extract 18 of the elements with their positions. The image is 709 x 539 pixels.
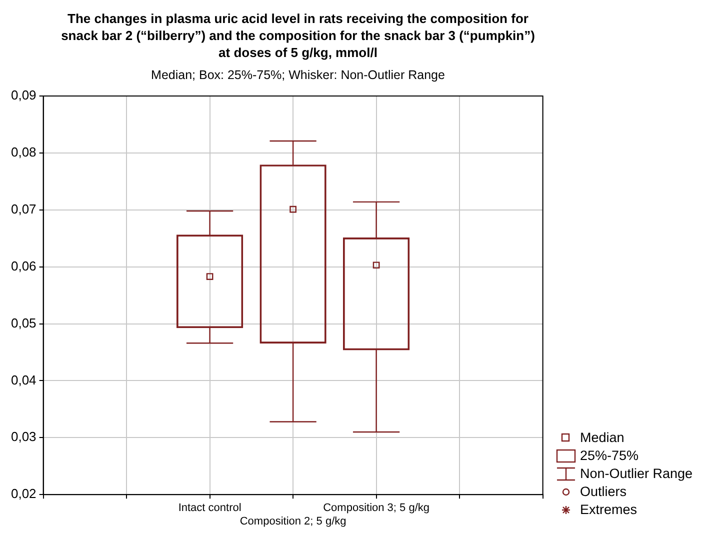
text: 25%-75% <box>580 448 639 463</box>
y-tick-label: 0,07 <box>10 201 36 216</box>
y-tick-label: 0,08 <box>10 144 36 160</box>
y-tick-label: 0,04 <box>10 372 36 388</box>
x-tick-label: Composition 2; 5 g/kg <box>240 515 346 528</box>
y-tick-label: 0,09 <box>10 88 36 103</box>
text: Extremes <box>580 502 638 517</box>
text: Outliers <box>580 484 627 499</box>
chart-subtitle: Median; Box: 25%-75%; Whisker: Non-Outlier Range <box>150 68 446 82</box>
y-tick-label: 0,05 <box>10 315 36 330</box>
y-tick-label: 0,03 <box>10 429 36 444</box>
y-tick-label: 0,06 <box>10 258 36 274</box>
chart-title: The changes in plasma uric acid level in rats receiving the composition for snack bar 2 (“bilberry”) and the composition for the snack bar 3 (“pumpkin”) at doses of 5 g/kg, mmol/l <box>60 10 536 61</box>
text: Non-Outlier Range <box>580 466 693 481</box>
text: Median <box>580 430 624 445</box>
y-tick-label: 0,02 <box>10 486 36 502</box>
x-tick-label: Intact control <box>178 502 242 514</box>
x-tick-label: Composition 3; 5 g/kg <box>323 502 430 514</box>
